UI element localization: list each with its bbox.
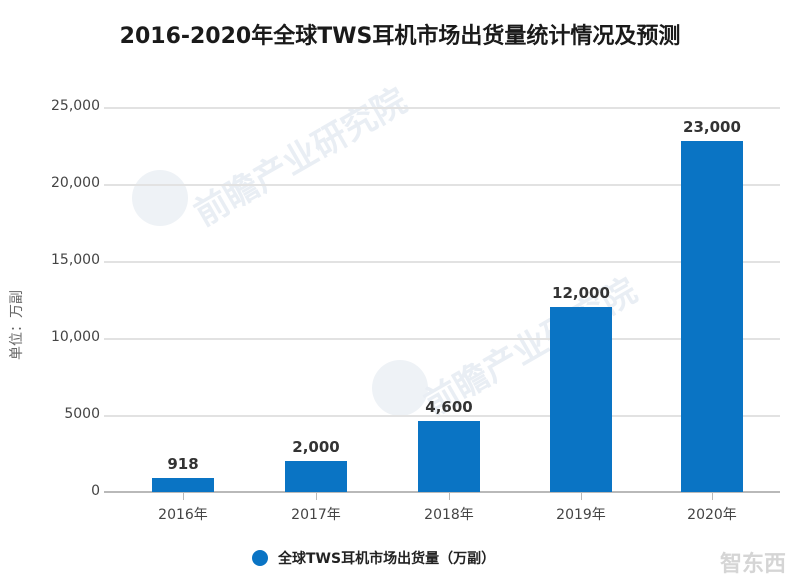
x-tick-mark — [449, 493, 450, 500]
x-tick-label: 2018年 — [424, 507, 474, 523]
bar-value-label: 23,000 — [683, 118, 741, 136]
legend-marker-icon — [252, 550, 268, 566]
x-tick-mark — [183, 493, 184, 500]
gridline-5000 — [104, 415, 780, 417]
bar-2020[interactable] — [681, 141, 743, 492]
y-tick-label: 25,000 — [51, 98, 100, 114]
y-tick-label: 20,000 — [51, 175, 100, 191]
bar-value-label: 12,000 — [552, 284, 610, 302]
bar-value-label: 4,600 — [425, 398, 473, 416]
watermark-logo-icon — [372, 360, 428, 416]
chart-title: 2016-2020年全球TWS耳机市场出货量统计情况及预测 — [119, 24, 681, 49]
y-axis-label: 单位：万副 — [9, 290, 25, 360]
x-tick-label: 2019年 — [556, 507, 606, 523]
legend[interactable]: 全球TWS耳机市场出货量（万副） — [252, 548, 495, 568]
corner-logo: 智东西 — [719, 552, 786, 577]
x-tick-mark — [712, 493, 713, 500]
bar-2016[interactable] — [152, 478, 214, 492]
gridline-15000 — [104, 261, 780, 263]
x-tick-mark — [581, 493, 582, 500]
x-tick-mark — [316, 493, 317, 500]
x-tick-label: 2020年 — [687, 507, 737, 523]
bar-2019[interactable] — [550, 307, 612, 492]
bar-2018[interactable] — [418, 421, 480, 492]
y-tick-label: 15,000 — [51, 252, 100, 268]
x-axis-line — [104, 491, 780, 493]
bar-2017[interactable] — [285, 461, 347, 492]
y-tick-label: 5000 — [64, 406, 100, 422]
gridline-25000 — [104, 107, 780, 109]
watermark-text: 前瞻产业研究院 — [187, 80, 414, 235]
gridline-20000 — [104, 184, 780, 186]
gridline-10000 — [104, 338, 780, 340]
y-tick-label: 0 — [91, 483, 100, 499]
x-tick-label: 2017年 — [291, 507, 341, 523]
y-tick-label: 10,000 — [51, 329, 100, 345]
bar-value-label: 918 — [167, 455, 199, 473]
x-tick-label: 2016年 — [158, 507, 208, 523]
watermark-logo-icon — [132, 170, 188, 226]
legend-label: 全球TWS耳机市场出货量（万副） — [278, 551, 496, 567]
bar-value-label: 2,000 — [292, 438, 340, 456]
